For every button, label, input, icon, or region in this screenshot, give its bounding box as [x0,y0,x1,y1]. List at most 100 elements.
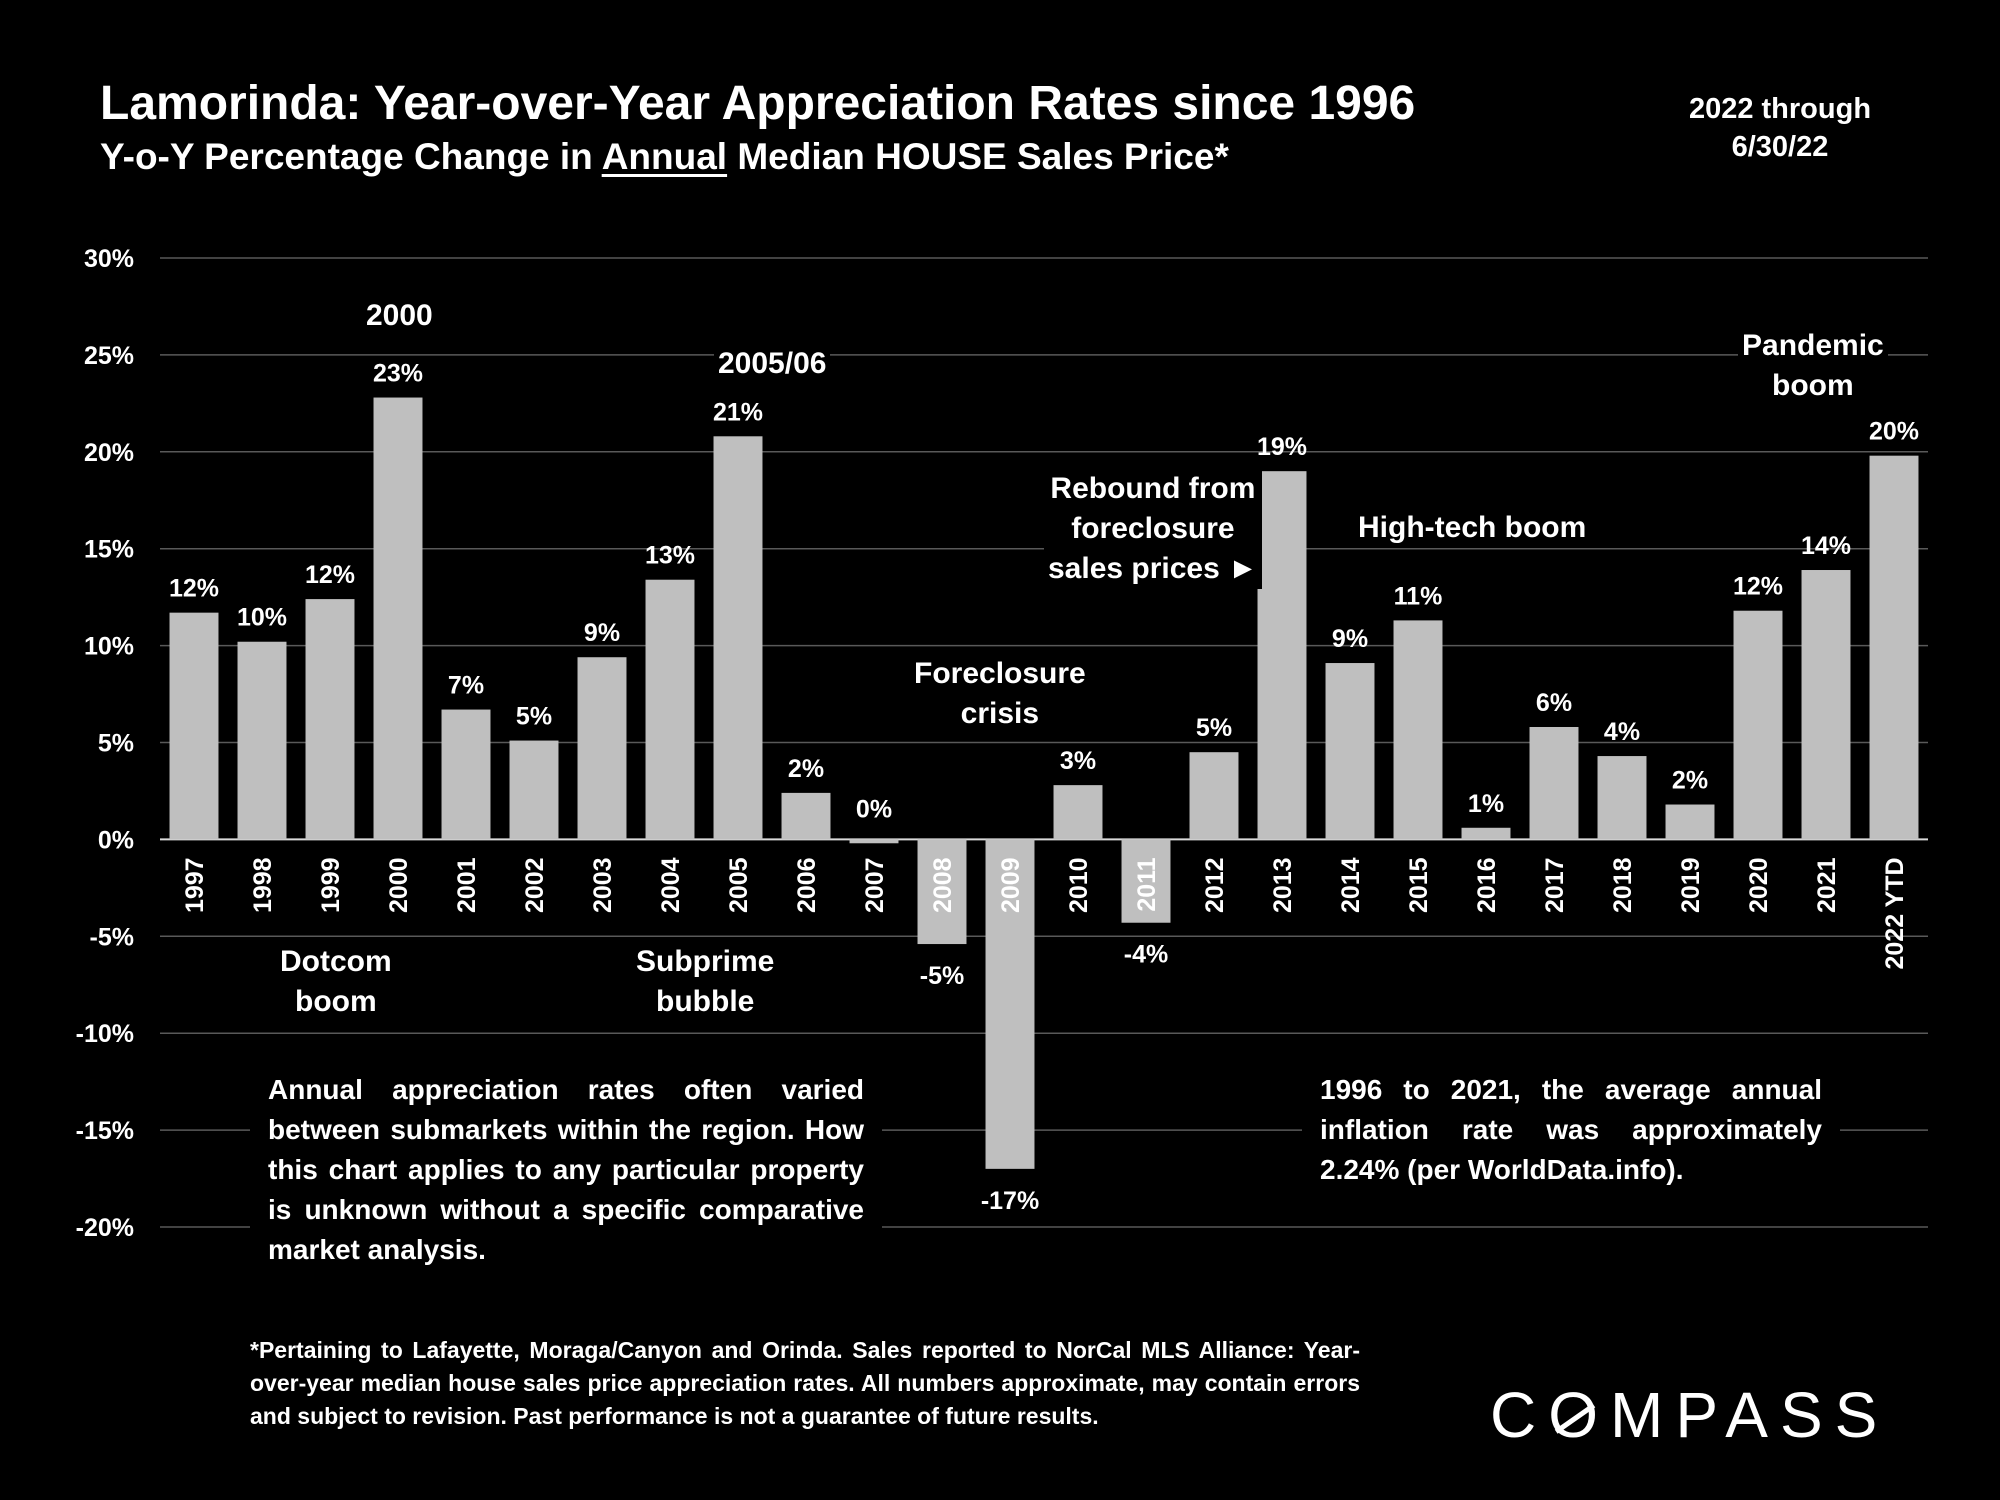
x-tick-label: 2017 [1541,857,1569,913]
x-tick-label: 2011 [1133,857,1161,911]
x-tick-label: 2003 [589,857,617,913]
annotation-hightech-boom: High-tech boom [1354,508,1591,548]
x-tick-label: 2015 [1405,857,1433,913]
data-label: 2% [788,755,824,783]
foreclosure-line2: crisis [960,697,1040,730]
data-label: 4% [1604,718,1640,746]
data-label: 7% [448,672,484,700]
bar [1121,839,1171,923]
rebound-line2: foreclosure [1071,512,1235,545]
annotation-pandemic-boom: Pandemic boom [1738,326,1888,406]
bar [577,657,627,840]
bar [781,792,831,840]
submarket-disclaimer: Annual appreciation rates often varied b… [250,1070,882,1270]
logo-o: O [1548,1379,1610,1451]
y-tick-label: 30% [84,245,134,273]
y-tick-label: 0% [98,826,134,854]
annotation-foreclosure-crisis: Foreclosure crisis [910,654,1090,734]
data-label: 2% [1672,767,1708,795]
data-label: 19% [1257,433,1307,461]
annotation-rebound: Rebound from foreclosure sales prices ► [1044,469,1262,589]
y-tick-label: -5% [90,923,134,951]
data-label: 5% [516,703,552,731]
page-title: Lamorinda: Year-over-Year Appreciation R… [100,77,1416,130]
y-axis-ticks: 30% 25% 20% 15% 10% 5% 0% -5% -10% -15% -20% [76,245,134,1242]
bar [1189,752,1239,840]
bar [1393,620,1443,840]
annotation-2000: 2000 [362,296,437,336]
bar [1869,455,1919,840]
x-tick-label: 2001 [453,857,481,913]
y-tick-label: 5% [98,730,134,758]
x-tick-label: 2000 [385,857,413,913]
x-tick-label: 2002 [521,857,549,913]
bar [645,579,695,840]
x-tick-label: 2022 YTD [1881,857,1909,969]
y-tick-label: 25% [84,342,134,370]
data-labels: 12% 10% 12% 23% 7% 5% 9% 13% 21% 2% 0% -5% -17% 3% -4%… [169,360,1919,1215]
x-tick-label: 2014 [1337,857,1365,913]
data-label: 21% [713,398,763,426]
y-tick-label: 20% [84,439,134,467]
data-label: 14% [1801,532,1851,560]
x-tick-label: 1999 [317,857,345,913]
logo-text-2: MPASS [1610,1379,1890,1451]
y-tick-label: -20% [76,1214,134,1242]
data-label: 5% [1196,714,1232,742]
x-tick-label: 2012 [1201,857,1229,913]
rebound-line3: sales prices ► [1048,552,1258,585]
y-tick-label: -10% [76,1020,134,1048]
bar [441,709,491,840]
foreclosure-line1: Foreclosure [914,657,1086,690]
x-tick-label: 2008 [929,857,957,913]
dotcom-line2: boom [295,985,377,1018]
bar [509,740,559,840]
data-label: -4% [1124,941,1168,969]
bar [1529,726,1579,840]
data-label: 0% [856,795,892,823]
subtitle-prefix: Y-o-Y Percentage Change in [100,136,602,177]
subtitle-underlined: Annual [601,136,728,177]
data-label: 13% [645,542,695,570]
subprime-line1: Subprime [636,945,775,978]
inflation-note: 1996 to 2021, the average annual inflati… [1302,1070,1840,1190]
y-tick-label: 15% [84,536,134,564]
logo-text-1: C [1490,1379,1549,1451]
pandemic-line1: Pandemic [1742,329,1884,362]
data-label: 10% [237,604,287,632]
dotcom-line1: Dotcom [280,945,392,978]
bar [1325,663,1375,840]
compass-logo: COMPASS [1490,1378,1889,1452]
x-tick-label: 2016 [1473,857,1501,913]
x-tick-label: 2010 [1065,857,1093,913]
x-tick-label: 2021 [1813,857,1841,913]
data-label: -17% [981,1187,1039,1215]
x-axis-ticks: 1997 1998 1999 2000 2001 2002 2003 2004 2005 2006… [181,857,1909,969]
data-label: 23% [373,360,423,388]
bar [1597,756,1647,840]
annotation-subprime-bubble: Subprime bubble [632,942,779,1022]
x-tick-label: 2019 [1677,857,1705,913]
date-range-note: 2022 through 6/30/22 [1630,90,1930,166]
page-subtitle: Y-o-Y Percentage Change in Annual Median… [100,136,1229,178]
bar [1053,785,1103,840]
date-note-line2: 6/30/22 [1731,131,1829,163]
bar [713,436,763,840]
x-tick-label: 2005 [725,857,753,913]
x-tick-label: 1998 [249,857,277,913]
x-tick-label: 2020 [1745,857,1773,913]
x-tick-label: 2006 [793,857,821,913]
data-label: 11% [1394,582,1443,610]
bar [1461,827,1511,840]
bar [985,839,1035,1169]
bar [169,612,219,840]
data-label: -5% [920,962,964,990]
bar [1733,610,1783,840]
y-tick-label: -15% [76,1117,134,1145]
bar-chart: 30% 25% 20% 15% 10% 5% 0% -5% -10% -15% -20% 12% 10… [76,245,1928,1242]
bar [1665,804,1715,840]
data-label: 9% [1332,625,1368,653]
x-tick-label: 2004 [657,857,685,913]
bars [169,397,1919,1169]
pandemic-line2: boom [1772,369,1854,402]
